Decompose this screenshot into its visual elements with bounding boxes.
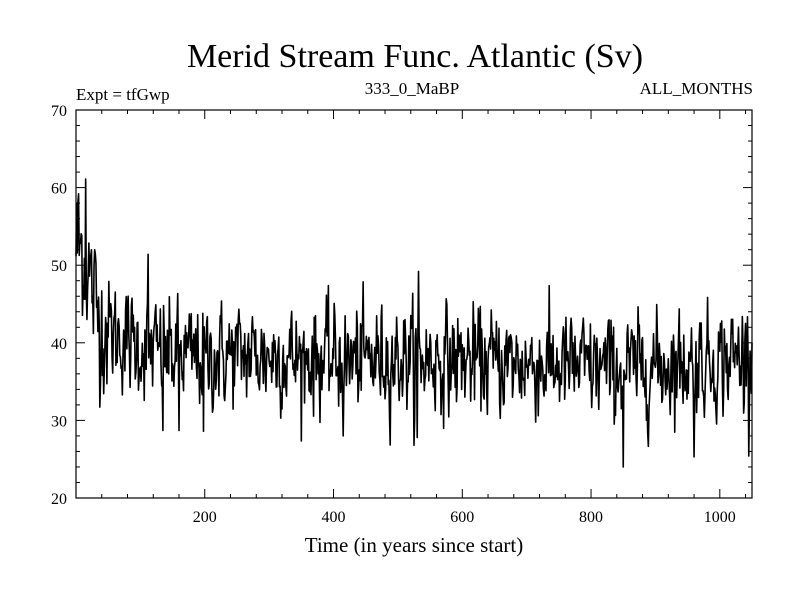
plot-frame bbox=[75, 109, 753, 499]
y-tick-label: 20 bbox=[51, 491, 67, 508]
chart-title: Merid Stream Func. Atlantic (Sv) bbox=[187, 38, 643, 75]
x-axis-label: Time (in years since start) bbox=[305, 533, 524, 557]
subtitle-center: 333_0_MaBP bbox=[365, 79, 459, 98]
x-tick-label: 400 bbox=[322, 509, 346, 526]
y-tick-label: 50 bbox=[51, 258, 67, 275]
x-tick-label: 1000 bbox=[704, 509, 736, 526]
y-tick-label: 60 bbox=[51, 181, 67, 198]
axes: 20 30 40 50 60 70 200 400 600 800 1000 bbox=[51, 103, 752, 526]
y-tick-label: 70 bbox=[51, 103, 67, 120]
plot-area bbox=[75, 178, 753, 468]
y-tick-label: 40 bbox=[51, 336, 67, 353]
y-tick-label: 30 bbox=[51, 413, 67, 430]
x-tick-label: 200 bbox=[193, 509, 217, 526]
x-tick-label: 600 bbox=[450, 509, 474, 526]
subtitle-left: Expt = tfGwp bbox=[76, 85, 170, 104]
series-line bbox=[75, 178, 753, 468]
x-tick-label: 800 bbox=[579, 509, 603, 526]
subtitle-right: ALL_MONTHS bbox=[640, 79, 753, 98]
